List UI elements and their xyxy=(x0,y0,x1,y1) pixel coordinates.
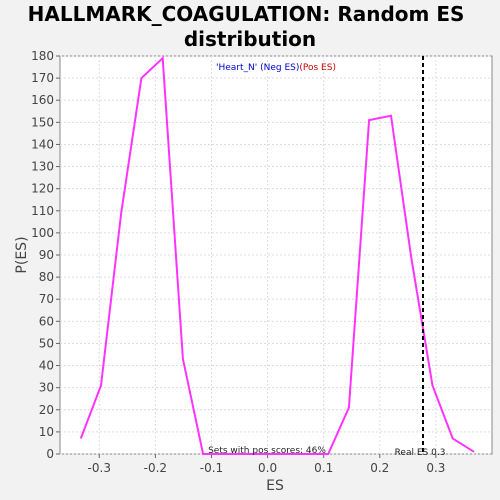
x-tick-label: -0.1 xyxy=(200,461,223,475)
y-tick-label: 180 xyxy=(31,49,54,63)
y-tick-label: 40 xyxy=(39,359,54,373)
y-tick-label: 130 xyxy=(31,160,54,174)
y-axis-title: P(ES) xyxy=(14,236,30,273)
x-tick-label: 0.1 xyxy=(314,461,333,475)
x-axis-ticks: -0.3 -0.2 -0.1 0.0 0.1 0.2 0.3 xyxy=(88,454,445,475)
x-tick-label: 0.2 xyxy=(370,461,389,475)
x-tick-label: -0.2 xyxy=(144,461,167,475)
y-tick-label: 90 xyxy=(39,248,54,262)
y-tick-label: 10 xyxy=(39,425,54,439)
y-tick-label: 80 xyxy=(39,270,54,284)
x-axis-title: ES xyxy=(266,478,284,494)
y-tick-label: 150 xyxy=(31,115,54,129)
real-es-annotation: Real ES 0.3 xyxy=(395,448,446,458)
y-tick-label: 70 xyxy=(39,292,54,306)
y-tick-label: 160 xyxy=(31,93,54,107)
y-tick-label: 140 xyxy=(31,137,54,151)
y-tick-label: 50 xyxy=(39,336,54,350)
y-tick-label: 100 xyxy=(31,226,54,240)
y-tick-label: 0 xyxy=(46,447,54,461)
legend: 'Heart_N' (Neg ES)(Pos ES) xyxy=(216,63,336,73)
y-axis-ticks: 0 10 20 30 40 50 60 70 80 90 100 110 120 130 140 150 160… xyxy=(31,49,60,461)
pos-scores-annotation: Sets with pos scores: 46% xyxy=(208,446,326,456)
chart-title-line2: distribution xyxy=(184,27,316,51)
grid xyxy=(60,55,492,455)
y-tick-label: 110 xyxy=(31,204,54,218)
y-tick-label: 20 xyxy=(39,403,54,417)
y-tick-label: 60 xyxy=(39,314,54,328)
legend-pos-es-label: (Pos ES) xyxy=(299,63,336,73)
y-tick-label: 120 xyxy=(31,182,54,196)
x-tick-label: 0.0 xyxy=(258,461,277,475)
y-tick-label: 30 xyxy=(39,381,54,395)
x-tick-label: 0.3 xyxy=(426,461,445,475)
legend-neg-es-label: (Neg ES) xyxy=(260,63,299,73)
chart-title-line1: HALLMARK_COAGULATION: Random ES xyxy=(28,2,465,26)
legend-dataset-label: 'Heart_N' xyxy=(216,63,260,73)
y-tick-label: 170 xyxy=(31,71,54,85)
series-line xyxy=(79,56,475,455)
x-tick-label: -0.3 xyxy=(88,461,111,475)
